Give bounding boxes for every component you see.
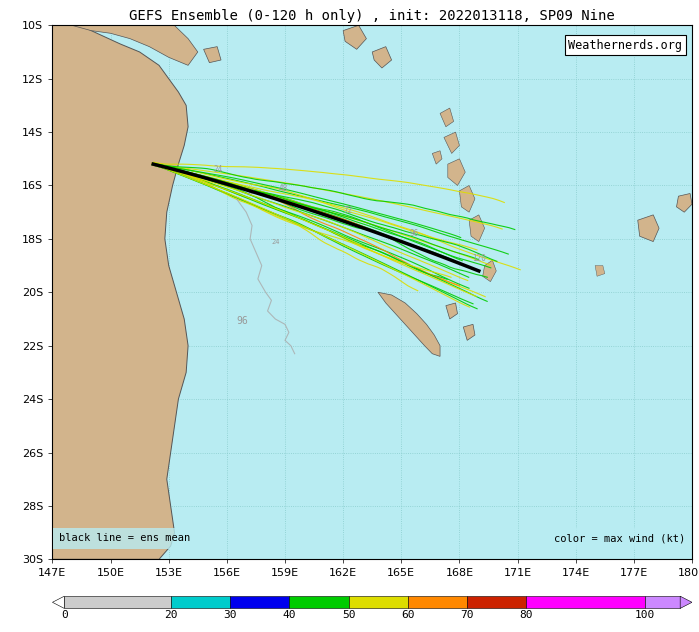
Polygon shape (378, 292, 440, 356)
Text: Weathernerds.org: Weathernerds.org (568, 39, 682, 52)
Text: 100: 100 (635, 611, 655, 620)
Bar (644, 596, 680, 609)
Polygon shape (483, 260, 496, 282)
Bar (526, 596, 644, 609)
Polygon shape (52, 596, 64, 609)
Polygon shape (52, 25, 188, 559)
Text: 24: 24 (214, 164, 223, 174)
Polygon shape (203, 47, 221, 63)
Bar (289, 596, 349, 609)
Polygon shape (52, 0, 198, 65)
Bar (349, 596, 408, 609)
Text: black line = ens mean: black line = ens mean (59, 533, 190, 544)
Title: GEFS Ensemble (0-120 h only) , init: 2022013118, SP09 Nine: GEFS Ensemble (0-120 h only) , init: 202… (129, 9, 615, 23)
Text: 48: 48 (279, 185, 288, 193)
Text: 30: 30 (224, 611, 237, 620)
Polygon shape (469, 215, 484, 241)
Text: 50: 50 (342, 611, 355, 620)
Text: color = max wind (kt): color = max wind (kt) (554, 533, 686, 544)
Text: 24: 24 (271, 240, 280, 245)
Polygon shape (637, 215, 659, 241)
Text: 40: 40 (282, 611, 296, 620)
Text: 60: 60 (401, 611, 415, 620)
Polygon shape (296, 0, 320, 25)
Polygon shape (373, 47, 391, 68)
Polygon shape (448, 159, 466, 186)
Polygon shape (446, 303, 458, 319)
Text: 70: 70 (460, 611, 474, 620)
Polygon shape (463, 324, 475, 341)
Polygon shape (595, 265, 605, 276)
Bar (171, 596, 230, 609)
Polygon shape (440, 108, 454, 127)
Text: 96: 96 (236, 317, 248, 326)
Polygon shape (343, 25, 366, 49)
Polygon shape (459, 186, 475, 212)
Polygon shape (677, 193, 692, 212)
Polygon shape (320, 6, 339, 25)
Text: 80: 80 (519, 611, 533, 620)
Text: 72: 72 (344, 206, 353, 215)
Text: 96: 96 (409, 229, 418, 238)
Text: 20: 20 (164, 611, 178, 620)
Text: 120: 120 (472, 254, 486, 263)
Polygon shape (444, 132, 459, 154)
Text: 18: 18 (246, 188, 254, 195)
Bar (467, 596, 526, 609)
Bar (408, 596, 467, 609)
Polygon shape (680, 596, 692, 609)
Bar (64, 596, 171, 609)
Bar (230, 596, 289, 609)
Text: 0: 0 (61, 611, 68, 620)
Polygon shape (432, 151, 442, 164)
